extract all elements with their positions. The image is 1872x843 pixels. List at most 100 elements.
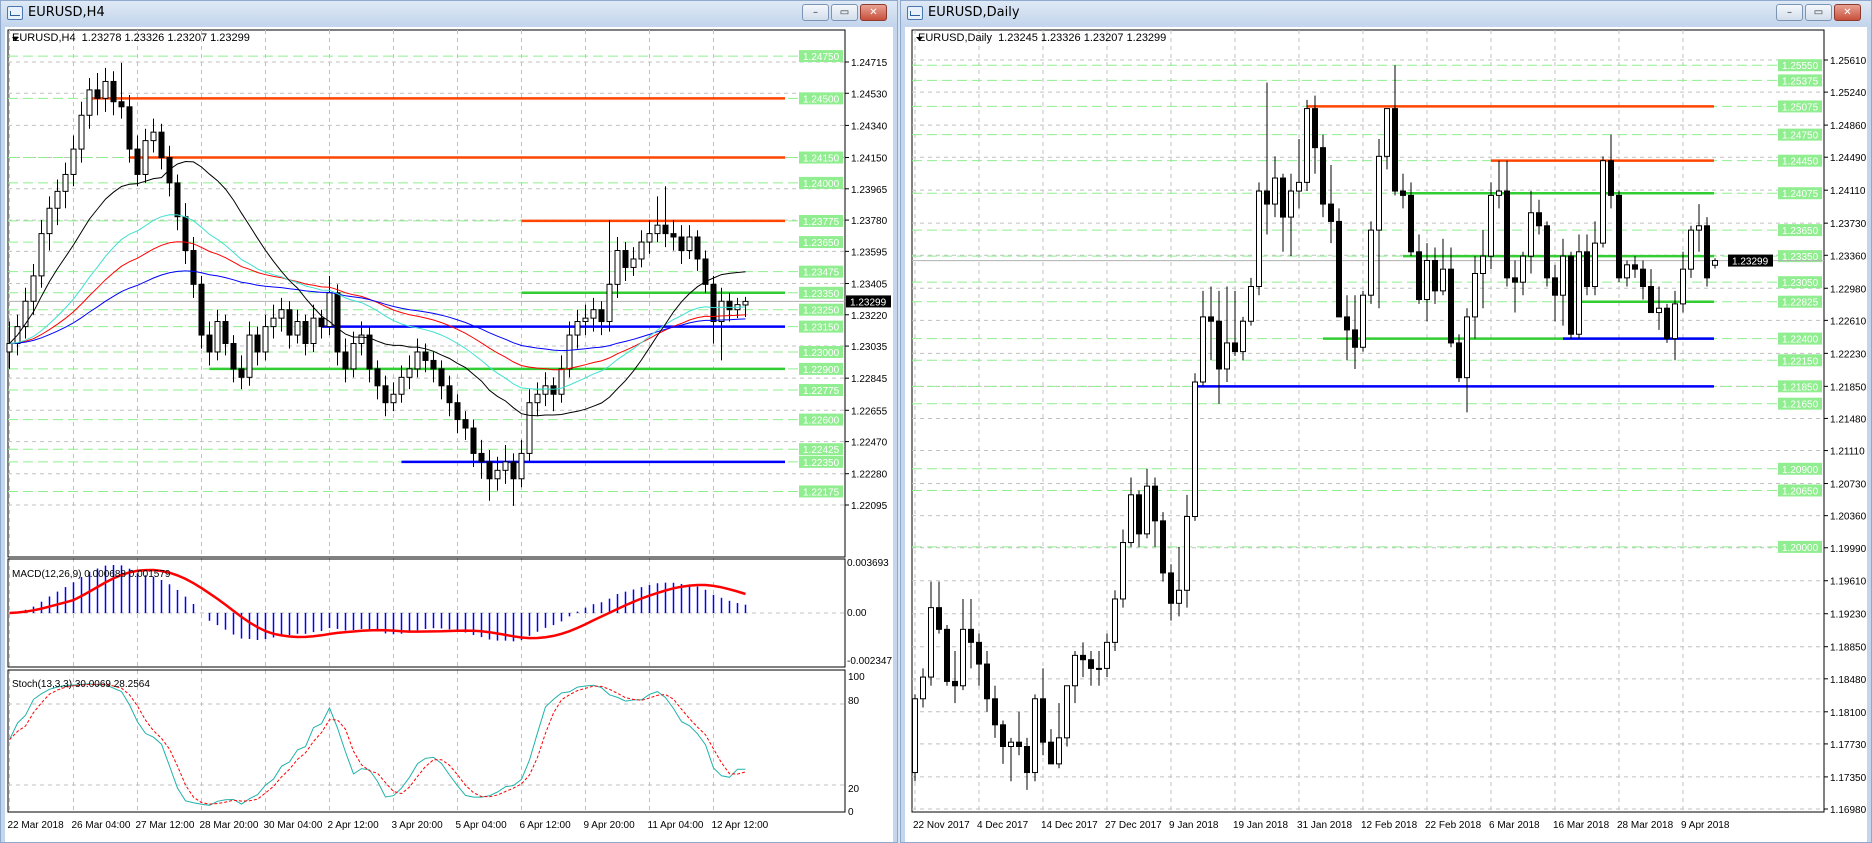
candle bbox=[1552, 264, 1558, 322]
candle-body-bullish bbox=[414, 351, 421, 370]
candle-body-bearish bbox=[1208, 316, 1214, 322]
daily-window-title: EURUSD,Daily bbox=[928, 5, 1020, 20]
x-tick-label: 9 Jan 2018 bbox=[1169, 820, 1219, 831]
moving-average-red bbox=[9, 241, 746, 371]
y-tick-label: 1.21480 bbox=[1830, 414, 1867, 425]
candle bbox=[478, 439, 485, 479]
price-level-label-bg bbox=[1778, 224, 1822, 237]
candle bbox=[678, 225, 685, 265]
candle-body-bullish bbox=[1520, 255, 1526, 283]
chart-menu-triangle-icon[interactable] bbox=[12, 37, 19, 41]
candle-body-bullish bbox=[1144, 485, 1150, 535]
price-level-label: 1.20650 bbox=[1782, 486, 1819, 497]
daily-chart[interactable]: 22 Nov 2017 4 Dec 2017 14 Dec 2017 27 Dec 2… bbox=[911, 29, 1867, 831]
price-level-label-bg bbox=[799, 151, 843, 164]
current-price-label: 1.23299 bbox=[850, 297, 887, 308]
y-tick-label: 1.21110 bbox=[1830, 447, 1865, 458]
price-level-label-bg bbox=[1778, 154, 1822, 167]
candle bbox=[1560, 238, 1566, 326]
candle-body-bearish bbox=[1448, 268, 1454, 344]
candle bbox=[960, 598, 966, 691]
candle bbox=[1200, 290, 1206, 387]
candle-body-bullish bbox=[1112, 598, 1118, 643]
candle-body-bearish bbox=[454, 402, 461, 421]
restore-button[interactable]: ▭ bbox=[1805, 4, 1832, 21]
chart-menu-triangle-icon[interactable] bbox=[916, 37, 923, 41]
price-level-label: 1.21850 bbox=[1782, 382, 1819, 393]
candle-body-bearish bbox=[1504, 190, 1510, 279]
candle-body-bearish bbox=[238, 368, 245, 378]
price-level-label-bg bbox=[1778, 332, 1822, 345]
candle-body-bearish bbox=[446, 385, 453, 404]
price-level-label-bg bbox=[799, 455, 843, 468]
candle-body-bullish bbox=[542, 385, 549, 395]
candle-body-bearish bbox=[944, 628, 950, 682]
candle bbox=[430, 351, 437, 383]
y-tick-label: 1.18850 bbox=[1830, 643, 1867, 654]
daily-window-titlebar[interactable]: EURUSD,Daily – ▭ ✕ bbox=[901, 1, 1871, 26]
candle-body-bullish bbox=[246, 334, 253, 378]
candle-body-bullish bbox=[1624, 264, 1630, 279]
candle-body-bearish bbox=[286, 309, 293, 336]
stoch-scale-label: 80 bbox=[848, 696, 860, 707]
candle bbox=[1400, 173, 1406, 209]
h4-chart-pane[interactable] bbox=[5, 27, 893, 842]
candle bbox=[992, 685, 998, 738]
candle bbox=[1008, 737, 1014, 782]
candle-body-bearish bbox=[1320, 147, 1326, 205]
close-button[interactable]: ✕ bbox=[860, 4, 887, 21]
candle-body-bullish bbox=[1224, 342, 1230, 370]
candle bbox=[470, 419, 477, 467]
candle bbox=[358, 321, 365, 356]
candle-body-bearish bbox=[1016, 741, 1022, 748]
candle-body-bearish bbox=[622, 250, 629, 268]
candle bbox=[246, 321, 253, 386]
x-tick-label: 22 Nov 2017 bbox=[913, 820, 970, 831]
chart-window-icon bbox=[7, 6, 23, 20]
candle bbox=[1496, 160, 1502, 209]
candle bbox=[1336, 208, 1342, 318]
candle bbox=[1448, 247, 1454, 348]
price-level-label: 1.22425 bbox=[803, 445, 840, 456]
candle bbox=[294, 309, 301, 344]
price-level-label: 1.24450 bbox=[1782, 157, 1819, 168]
candle bbox=[414, 338, 421, 378]
candle bbox=[510, 453, 517, 506]
candle-body-bearish bbox=[1544, 225, 1550, 279]
price-level-label: 1.20000 bbox=[1782, 543, 1819, 554]
candle-body-bullish bbox=[38, 233, 45, 277]
candle-body-bearish bbox=[1400, 190, 1406, 196]
candle-body-bullish bbox=[1360, 294, 1366, 348]
price-level-label-bg bbox=[1778, 540, 1822, 553]
candle-body-bullish bbox=[582, 317, 589, 323]
candle bbox=[158, 123, 165, 170]
candle-body-bearish bbox=[318, 317, 325, 328]
minimize-button[interactable]: – bbox=[1776, 4, 1803, 21]
close-button[interactable]: ✕ bbox=[1834, 4, 1861, 21]
h4-chart[interactable]: 22 Mar 2018 26 Mar 04:00 27 Mar 12:00 28 Ma… bbox=[6, 29, 892, 831]
candle bbox=[326, 275, 333, 336]
candle-body-bullish bbox=[1272, 177, 1278, 205]
restore-button[interactable]: ▭ bbox=[831, 4, 858, 21]
price-level-label: 1.25075 bbox=[1782, 102, 1819, 113]
y-tick-label: 1.24490 bbox=[1830, 153, 1867, 164]
candle-body-bullish bbox=[912, 698, 918, 774]
x-tick-label: 30 Mar 04:00 bbox=[264, 820, 323, 831]
y-tick-label: 1.23360 bbox=[1830, 251, 1867, 262]
price-level-label: 1.24750 bbox=[803, 52, 840, 63]
candle-body-bearish bbox=[1088, 659, 1094, 669]
x-tick-label: 19 Jan 2018 bbox=[1233, 820, 1288, 831]
candle bbox=[46, 196, 53, 251]
candle bbox=[670, 220, 677, 251]
candle bbox=[1712, 258, 1718, 269]
minimize-button[interactable]: – bbox=[802, 4, 829, 21]
candle-body-bearish bbox=[182, 216, 189, 252]
candle bbox=[1072, 651, 1078, 704]
candle bbox=[1088, 651, 1094, 686]
candle bbox=[1264, 82, 1270, 235]
x-tick-label: 26 Mar 04:00 bbox=[72, 820, 131, 831]
price-level-label-bg bbox=[1778, 250, 1822, 263]
candle-body-bearish bbox=[1216, 320, 1222, 370]
h4-window-titlebar[interactable]: EURUSD,H4 – ▭ ✕ bbox=[1, 1, 897, 26]
